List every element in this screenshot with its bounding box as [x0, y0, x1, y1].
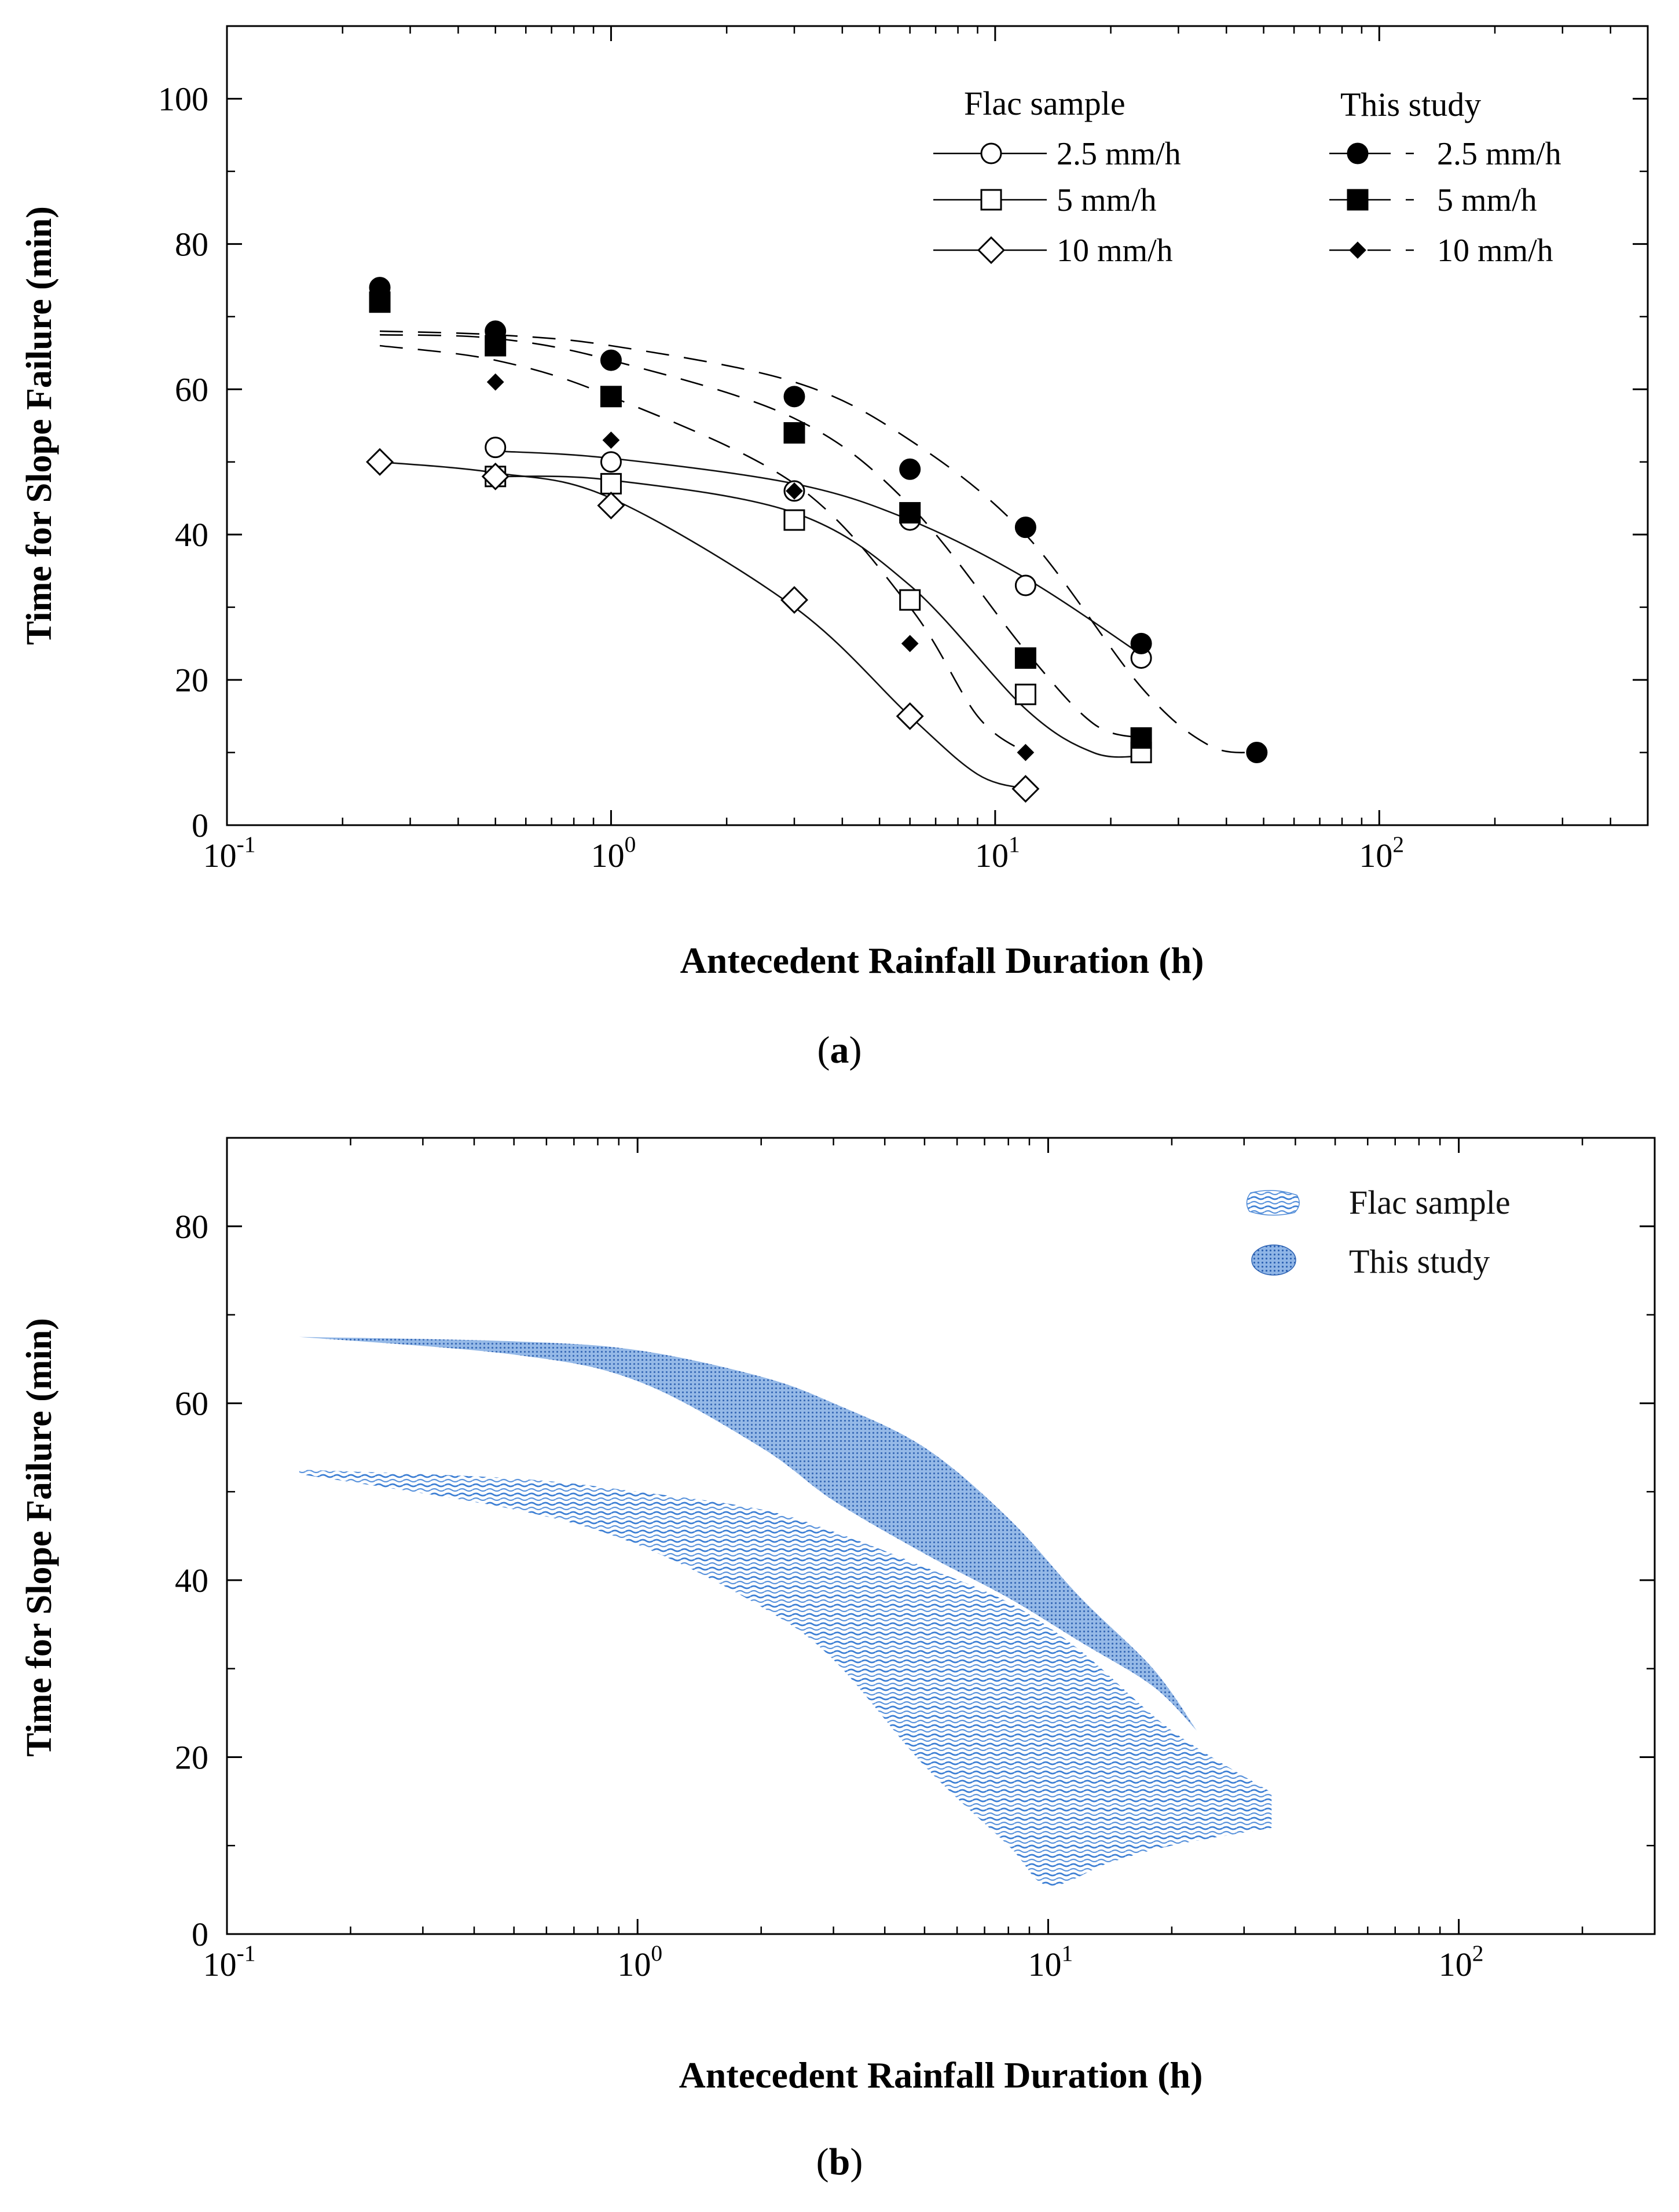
panel-a-plot-frame: [226, 25, 1649, 826]
data-point-s6: [901, 635, 919, 653]
data-point-s1: [600, 451, 622, 473]
data-point-s5: [485, 335, 507, 357]
data-point-s2: [1014, 683, 1036, 705]
legend-swatch-this-study: [1251, 1244, 1296, 1276]
legend-group-title-study: This study: [1340, 86, 1481, 123]
y-tick-label: 80: [175, 225, 208, 263]
x-tick-label: 102: [1439, 1940, 1484, 1983]
y-tick-label: 60: [175, 371, 208, 408]
data-point-s3: [366, 448, 394, 476]
data-point-s2: [600, 473, 622, 495]
legend-entry-label: 10 mm/h: [1437, 233, 1553, 269]
legend-entry-label: 2.5 mm/h: [1057, 136, 1181, 172]
data-point-s6: [371, 286, 388, 304]
legend-marker: [1347, 142, 1369, 164]
y-tick-label: 20: [175, 661, 208, 699]
y-tick-label: 100: [158, 80, 208, 118]
y-tick-label: 40: [175, 516, 208, 554]
fit-curve-1: [495, 450, 1142, 655]
x-tick-label: 101: [975, 832, 1020, 874]
legend-marker: [980, 142, 1002, 164]
x-tick-label: 10-1: [203, 832, 256, 874]
legend-entry-label: 2.5 mm/h: [1437, 136, 1561, 172]
panel-b-bands: [299, 1336, 1272, 1886]
data-point-s5: [899, 502, 921, 524]
legend-entry-label: Flac sample: [1349, 1184, 1511, 1221]
panel-b-ylabel: Time for Slope Failure (min): [20, 1318, 59, 1757]
x-tick-label: 102: [1359, 832, 1404, 874]
x-tick-label: 101: [1028, 1940, 1073, 1983]
legend-entry-label: 5 mm/h: [1437, 182, 1537, 218]
data-point-s4: [1130, 632, 1152, 654]
legend-marker: [1347, 189, 1369, 211]
panel-a-chart: 0 20 40 60 80 100 10-1 100 101 102 Time for Slope…: [20, 25, 1649, 1071]
panel-b-legend: Flac sample This study: [1246, 1184, 1511, 1280]
panel-b-plot-frame: [226, 1137, 1656, 1935]
panel-a-xlabel: Antecedent Rainfall Duration (h): [680, 940, 1204, 981]
legend-marker: [1349, 241, 1366, 259]
legend-entry-label: 10 mm/h: [1057, 233, 1173, 269]
data-point-s3: [780, 586, 808, 614]
data-point-s5: [1130, 727, 1152, 749]
legend-entry-label: 5 mm/h: [1057, 182, 1157, 218]
legend-entry-label: This study: [1349, 1243, 1490, 1280]
data-point-s4: [1246, 742, 1268, 764]
panel-b-ticks: 0 20 40 60 80 10-1 100 101 102: [175, 1138, 1655, 1983]
data-point-s5: [600, 386, 622, 408]
y-tick-label: 40: [175, 1562, 208, 1599]
legend-marker: [977, 236, 1005, 264]
panel-a-data-points: [366, 277, 1268, 803]
data-point-s6: [602, 431, 620, 449]
x-tick-label: 100: [591, 832, 636, 874]
data-point-s5: [783, 422, 805, 444]
panel-a-fit-curves: [379, 330, 1257, 790]
panel-a-ylabel: Time for Slope Failure (min): [20, 206, 59, 645]
data-point-s4: [899, 458, 921, 480]
y-tick-label: 80: [175, 1208, 208, 1246]
data-point-s1: [1014, 574, 1036, 596]
panel-b-chart: 0 20 40 60 80 10-1 100 101 102 Time for Slope Fa…: [20, 1137, 1656, 2183]
data-point-s4: [1014, 517, 1036, 539]
legend-swatch-flac-sample: [1246, 1190, 1300, 1216]
data-point-s4: [600, 349, 622, 371]
data-point-s5: [1014, 647, 1036, 669]
fit-curve-6: [379, 345, 1027, 753]
y-tick-label: 20: [175, 1738, 208, 1776]
fit-curve-2: [495, 475, 1142, 758]
data-point-s2: [783, 509, 805, 531]
data-point-s4: [783, 386, 805, 408]
panel-a-legend: Flac sample This study 2.5 mm/h 5 mm/h 10 …: [933, 85, 1561, 269]
y-tick-label: 60: [175, 1385, 208, 1422]
x-tick-label: 100: [617, 1940, 662, 1983]
data-point-s6: [1017, 744, 1035, 761]
y-tick-label: 0: [192, 807, 208, 844]
data-point-s3: [1011, 775, 1040, 803]
band-flac-sample: [299, 1469, 1272, 1886]
data-point-s3: [896, 702, 924, 730]
data-point-s6: [786, 482, 803, 500]
panel-b-label: (b): [816, 2141, 863, 2183]
panel-b-xlabel: Antecedent Rainfall Duration (h): [679, 2054, 1203, 2096]
y-tick-label: 0: [192, 1916, 208, 1953]
legend-group-title-flac: Flac sample: [964, 85, 1126, 122]
data-point-s6: [486, 373, 504, 391]
fit-curve-5: [379, 334, 1142, 739]
data-point-s2: [899, 589, 921, 611]
data-point-s3: [597, 492, 625, 519]
data-point-s3: [481, 462, 509, 490]
data-point-s1: [485, 437, 507, 459]
band-this-study: [299, 1336, 1197, 1731]
x-tick-label: 10-1: [203, 1940, 256, 1983]
legend-marker: [980, 189, 1002, 211]
fit-curve-3: [379, 461, 1026, 790]
fit-curve-4: [379, 330, 1257, 753]
panel-a-label: (a): [817, 1029, 862, 1071]
